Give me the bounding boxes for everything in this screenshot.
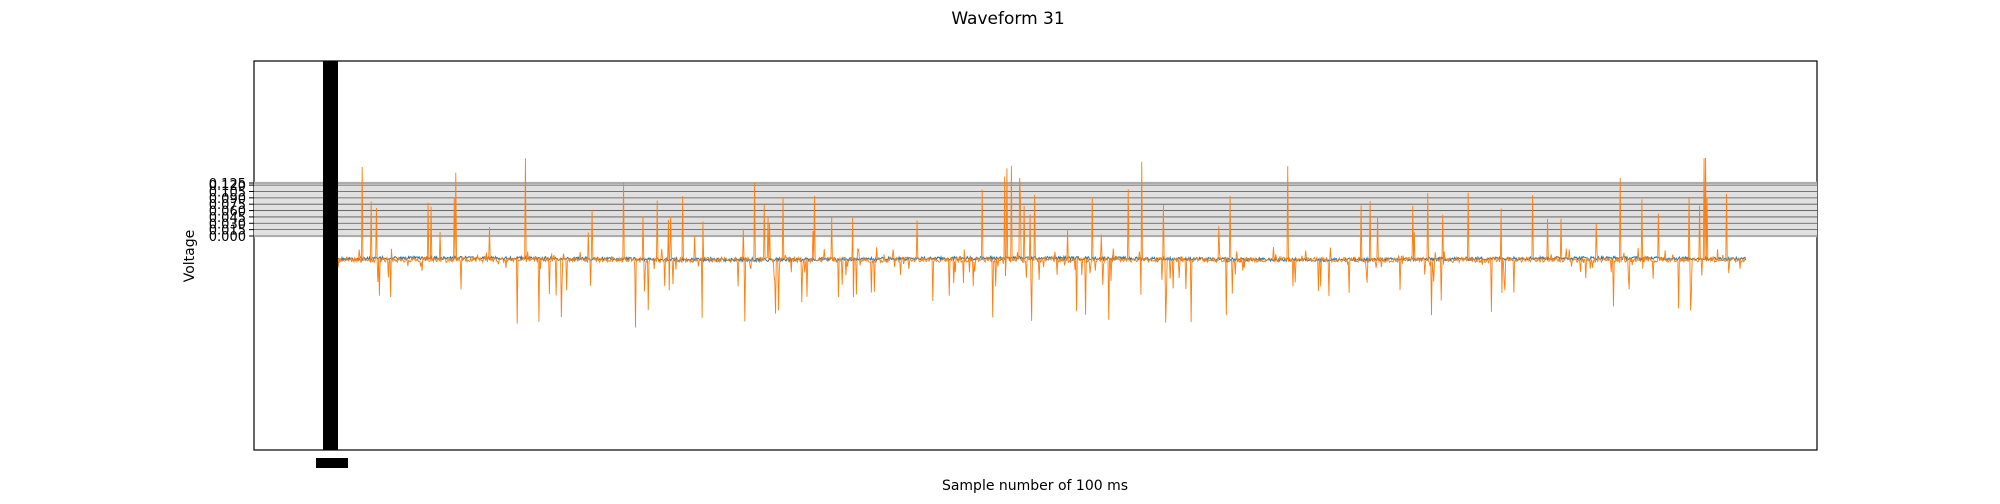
y-tick-labels: 0.0000.0150.0300.0450.0600.0750.0900.105… [209,177,246,245]
chart-title: Waveform 31 [951,9,1064,29]
y-tick-label: 0.000 [209,230,246,245]
series-1-line [323,157,1747,328]
x-axis-label: Sample number of 100 ms [942,478,1128,494]
y-tick-label: 0.060 [209,205,246,220]
y-axis-label: Voltage [182,230,198,283]
y-tick-label: 0.125 [209,177,246,192]
y-tick-label: 0.090 [209,192,246,207]
x-tick-cluster [323,61,338,450]
y-tick-label: 0.075 [209,198,246,213]
y-tick-label: 0.030 [209,217,246,232]
y-tick-label: 0.015 [209,224,246,239]
y-grid [249,181,1817,238]
x-ticks [316,61,348,468]
y-tick-label: 0.120 [209,179,246,194]
y-tick-label: 0.045 [209,211,246,226]
series-layer [323,157,1747,328]
y-tick-label: 0.105 [209,185,246,200]
x-tick-labels-overlap [316,458,348,468]
grid-band-shade [254,181,1817,238]
